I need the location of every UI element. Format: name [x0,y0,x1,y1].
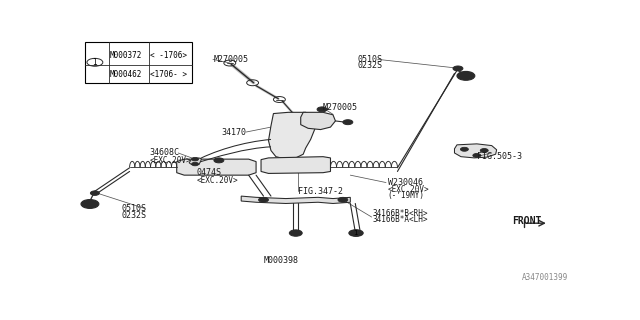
Circle shape [453,66,463,71]
Text: FRONT: FRONT [512,216,541,226]
Text: 34166B*B<RH>: 34166B*B<RH> [372,209,428,218]
Text: FIG.505-3: FIG.505-3 [477,152,522,161]
Text: 0510S: 0510S [121,204,146,213]
Text: 0510S: 0510S [358,55,383,64]
Text: 34608C: 34608C [150,148,179,157]
Circle shape [81,200,99,208]
Circle shape [457,71,475,80]
Text: A347001399: A347001399 [522,273,568,282]
Circle shape [191,157,198,161]
Circle shape [480,148,488,153]
Circle shape [349,230,362,236]
Circle shape [259,197,269,202]
Text: M000462: M000462 [110,70,142,79]
Circle shape [214,158,224,163]
Circle shape [350,230,364,236]
Text: <EXC.20V>: <EXC.20V> [388,185,429,194]
Text: 34166B*A<LH>: 34166B*A<LH> [372,215,428,225]
Circle shape [343,120,353,124]
Polygon shape [177,159,256,175]
Text: < -1706>: < -1706> [150,51,188,60]
Text: M000372: M000372 [110,51,142,60]
Text: M270005: M270005 [323,103,358,112]
Polygon shape [189,158,202,164]
Text: 0474S: 0474S [196,168,221,177]
Bar [85,42,191,83]
Polygon shape [301,112,335,130]
Polygon shape [454,144,497,158]
Circle shape [338,197,348,202]
Text: 0232S: 0232S [358,61,383,70]
Text: 1: 1 [93,58,97,67]
Polygon shape [261,157,330,173]
Text: 34170: 34170 [221,128,246,137]
Circle shape [473,154,481,157]
Text: 0232S: 0232S [121,211,146,220]
Text: FIG.347-2: FIG.347-2 [298,187,343,196]
Text: 1: 1 [353,230,358,236]
Circle shape [317,107,327,112]
Circle shape [191,162,198,166]
Text: M270005: M270005 [214,55,249,64]
Polygon shape [241,196,350,204]
Text: M000398: M000398 [264,256,298,265]
Text: <1706- >: <1706- > [150,70,188,79]
Text: <EXC.20V>: <EXC.20V> [196,176,238,185]
Text: (-’19MY): (-’19MY) [388,191,424,200]
Circle shape [460,147,468,151]
Text: <EXC.20V>: <EXC.20V> [150,156,191,165]
Circle shape [289,230,302,236]
Polygon shape [269,112,316,159]
Text: W230046: W230046 [388,178,422,187]
Circle shape [90,191,99,195]
